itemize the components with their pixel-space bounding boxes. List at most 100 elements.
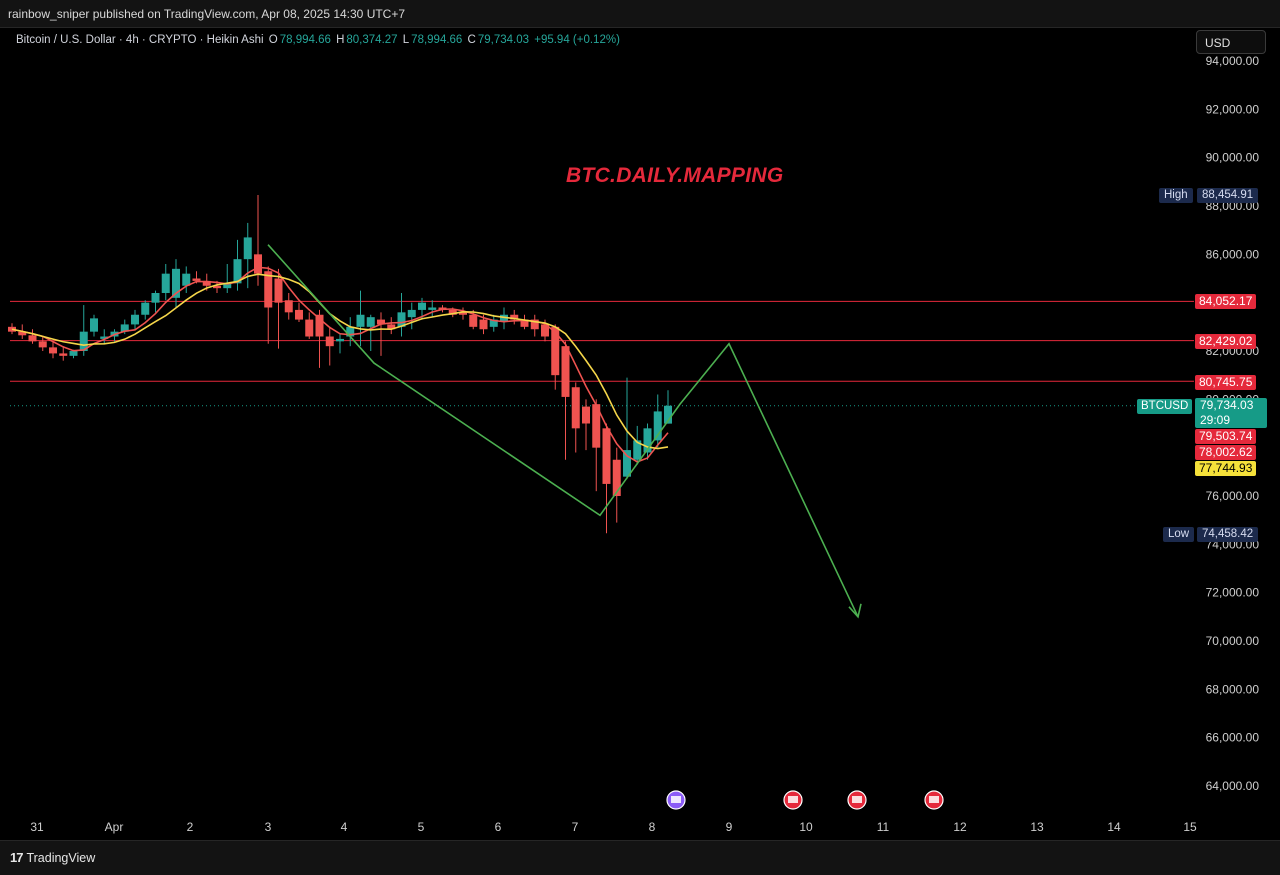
level-tag-84052: 84,052.17 — [1195, 294, 1257, 309]
candle-body[interactable] — [274, 278, 283, 303]
time-axis-tick: 14 — [1107, 820, 1121, 834]
candle-body[interactable] — [633, 440, 642, 460]
candle-body[interactable] — [151, 293, 160, 303]
candle-body[interactable] — [305, 319, 314, 337]
candle-body[interactable] — [254, 254, 262, 274]
candle-body[interactable] — [336, 338, 344, 342]
candle-body[interactable] — [38, 341, 47, 348]
candle-body[interactable] — [418, 302, 426, 310]
tradingview-wordmark: TradingView — [26, 850, 96, 865]
bar-countdown: 29:09 — [1200, 413, 1231, 427]
candle-body[interactable] — [602, 428, 611, 484]
us-flag-event-icon-glyph — [929, 796, 939, 803]
candle-body[interactable] — [500, 314, 508, 322]
candle-body[interactable] — [520, 319, 529, 327]
candle-body[interactable] — [407, 309, 416, 318]
candle-body[interactable] — [120, 324, 129, 332]
candle-body[interactable] — [295, 309, 303, 320]
candle-body[interactable] — [233, 259, 242, 284]
high-value: 80,374.27 — [346, 34, 398, 46]
time-axis-tick: 9 — [726, 820, 733, 834]
candle-body[interactable] — [18, 331, 27, 336]
candle-body[interactable] — [325, 336, 334, 347]
moving-average-line-fast — [11, 266, 669, 463]
candle-body[interactable] — [469, 314, 478, 327]
candle-body[interactable] — [202, 280, 211, 286]
candle-body[interactable] — [284, 300, 293, 313]
symbol-description[interactable]: Bitcoin / U.S. Dollar · 4h · CRYPTO · He… — [16, 34, 264, 46]
candle-body[interactable] — [571, 387, 580, 429]
candle-body[interactable] — [346, 326, 355, 337]
candle-body[interactable] — [387, 324, 396, 330]
high-label: H — [336, 34, 345, 46]
open-label: O — [268, 34, 278, 46]
candle-body[interactable] — [541, 324, 549, 337]
price-axis-tick: 86,000.00 — [1206, 247, 1260, 261]
candle-body[interactable] — [28, 335, 37, 342]
candle-body[interactable] — [623, 450, 631, 477]
candle-body[interactable] — [69, 351, 78, 356]
candle-body[interactable] — [653, 411, 662, 441]
candle-body[interactable] — [131, 314, 139, 325]
low-value: 78,994.66 — [411, 34, 463, 46]
projection-path[interactable] — [267, 244, 859, 618]
candle-body[interactable] — [664, 405, 672, 424]
candle-body[interactable] — [479, 319, 488, 330]
candle-body[interactable] — [561, 346, 570, 397]
candle-body[interactable] — [49, 347, 57, 354]
candle-body[interactable] — [366, 317, 375, 327]
currency-button[interactable]: USD — [1196, 30, 1266, 54]
candle-body[interactable] — [100, 336, 109, 339]
candle-body[interactable] — [551, 326, 560, 376]
candle-body[interactable] — [59, 353, 68, 356]
ma-value-tag-2: 78,002.62 — [1195, 445, 1257, 460]
time-axis-tick: 6 — [495, 820, 502, 834]
candle-body[interactable] — [356, 314, 365, 327]
candle-body[interactable] — [643, 428, 652, 453]
time-axis-tick: Apr — [105, 820, 124, 834]
candle-body[interactable] — [489, 319, 498, 327]
tradingview-logo[interactable]: 17 TradingView — [10, 850, 95, 865]
candle-body[interactable] — [510, 314, 519, 320]
candle-body[interactable] — [141, 302, 150, 315]
time-axis-tick: 10 — [799, 820, 813, 834]
candle-body[interactable] — [377, 319, 385, 325]
candle-body[interactable] — [530, 319, 539, 330]
ma-value-tag-1: 79,503.74 — [1195, 429, 1257, 444]
candle-body[interactable] — [161, 273, 170, 293]
candle-body[interactable] — [315, 314, 324, 337]
candle-body[interactable] — [612, 459, 621, 496]
time-axis-tick: 4 — [341, 820, 348, 834]
candle-body[interactable] — [223, 283, 232, 289]
candle-body[interactable] — [79, 331, 88, 351]
close-label: C — [467, 34, 476, 46]
candle-body[interactable] — [243, 237, 252, 260]
change-value: +95.94 (+0.12%) — [534, 34, 620, 46]
candle-body[interactable] — [397, 312, 406, 327]
moving-average-line-slow — [11, 273, 669, 450]
time-axis-tick: 8 — [649, 820, 656, 834]
us-flag-event-icon-glyph — [852, 796, 862, 803]
candle-body[interactable] — [182, 273, 191, 286]
price-axis-tick: 92,000.00 — [1206, 102, 1260, 116]
candle-body[interactable] — [592, 404, 601, 448]
candle-body[interactable] — [264, 271, 273, 308]
level-tag-80745: 80,745.75 — [1195, 375, 1257, 390]
candle-body[interactable] — [459, 312, 467, 315]
high-value-tag: 88,454.91 — [1197, 188, 1259, 203]
candle-body[interactable] — [213, 285, 221, 289]
arrow-head-icon — [848, 603, 862, 619]
candle-body[interactable] — [428, 307, 437, 310]
candle-body[interactable] — [172, 268, 180, 298]
chart-area[interactable] — [0, 28, 1280, 840]
candle-body[interactable] — [582, 406, 590, 424]
candle-body[interactable] — [192, 278, 201, 281]
price-axis-tick: 66,000.00 — [1206, 731, 1260, 745]
level-tag-82429: 82,429.02 — [1195, 334, 1257, 349]
candle-body[interactable] — [448, 309, 457, 315]
crypto-event-icon-glyph — [671, 796, 681, 803]
candle-body[interactable] — [90, 318, 98, 332]
low-label: L — [402, 34, 410, 46]
last-price-tag: 79,734.03 29:09 — [1195, 398, 1267, 428]
